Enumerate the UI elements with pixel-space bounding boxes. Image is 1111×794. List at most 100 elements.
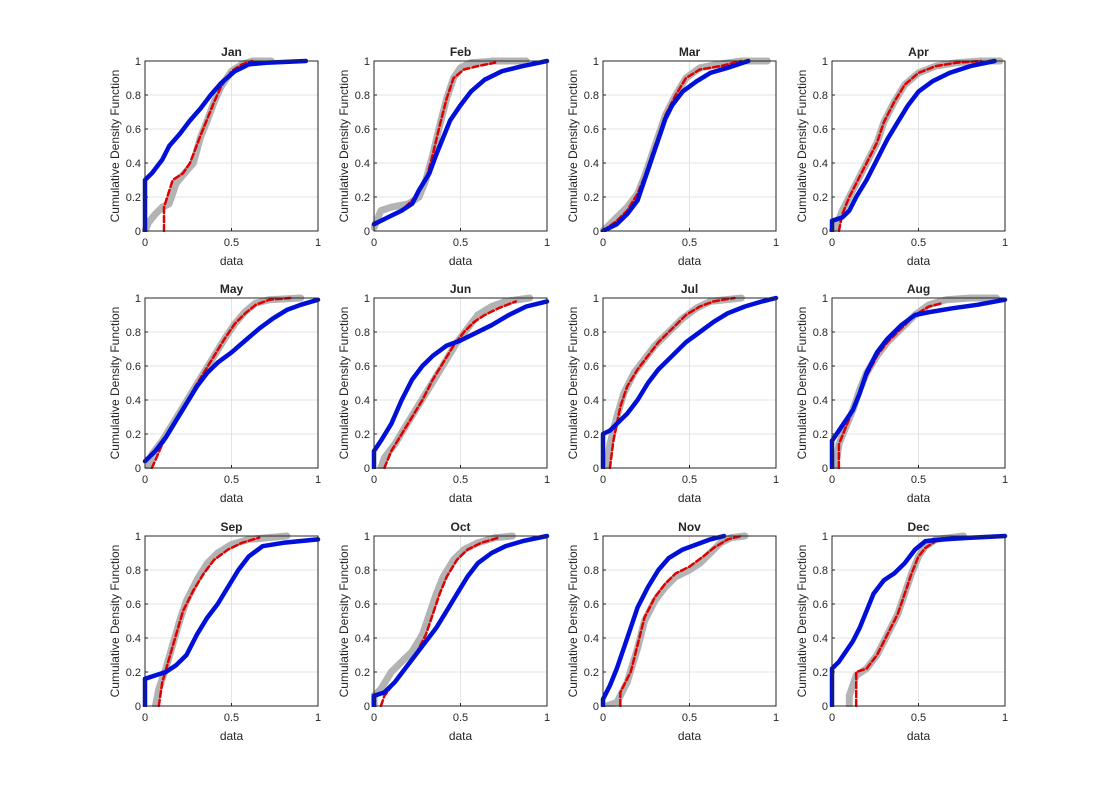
series-line-red-dashed — [854, 536, 955, 707]
y-tick-label: 1 — [822, 531, 828, 543]
y-axis-label: Cumulative Density Function — [108, 70, 122, 223]
y-tick-label: 0.2 — [355, 429, 370, 441]
x-axis-label: data — [220, 254, 244, 268]
y-tick-label: 0.8 — [126, 327, 141, 339]
x-tick-label: 0 — [142, 474, 148, 486]
y-tick-label: 0.8 — [813, 327, 828, 339]
y-tick-label: 1 — [364, 56, 370, 68]
series-group — [600, 57, 771, 232]
y-axis-label: Cumulative Density Function — [566, 307, 580, 460]
y-tick-label: 0.8 — [584, 327, 599, 339]
subplot-dec: 0 0.2 0.4 0.6 0.8 1 0 0.5 1 Dec data Cumulative Den… — [795, 520, 1008, 743]
y-tick-label: 1 — [822, 293, 828, 305]
y-tick-label: 0.4 — [813, 395, 828, 407]
y-axis-label: Cumulative Density Function — [795, 70, 809, 223]
series-line-blue — [829, 297, 1008, 469]
x-tick-label: 1 — [773, 237, 779, 249]
x-axis-label: data — [907, 254, 931, 268]
y-tick-label: 0.6 — [126, 599, 141, 611]
y-tick-label: 0.2 — [355, 192, 370, 204]
y-tick-label: 0.4 — [355, 633, 370, 645]
y-tick-label: 0.6 — [584, 124, 599, 136]
x-tick-label: 0.5 — [911, 237, 926, 249]
subplot-apr: 0 0.2 0.4 0.6 0.8 1 0 0.5 1 Apr data Cumulative Den… — [795, 45, 1008, 268]
series-group — [142, 294, 321, 469]
y-tick-label: 0 — [593, 226, 599, 238]
subplot-title: Apr — [908, 45, 929, 59]
y-axis-label: Cumulative Density Function — [108, 545, 122, 698]
series-group — [600, 532, 749, 707]
x-tick-label: 0 — [600, 474, 606, 486]
series-line-red-dashed — [383, 300, 518, 469]
y-tick-label: 1 — [593, 293, 599, 305]
y-tick-label: 0.8 — [584, 565, 599, 577]
series-line-red-dashed — [608, 296, 736, 469]
subplot-may: 0 0.2 0.4 0.6 0.8 1 0 0.5 1 May data Cumulative Den… — [108, 282, 321, 505]
y-tick-label: 0.2 — [355, 667, 370, 679]
subplot-mar: 0 0.2 0.4 0.6 0.8 1 0 0.5 1 Mar data Cumulative Den… — [566, 45, 779, 268]
x-axis-label: data — [678, 254, 702, 268]
x-tick-label: 0 — [371, 712, 377, 724]
x-axis-label: data — [449, 491, 473, 505]
y-tick-label: 0 — [593, 463, 599, 475]
y-tick-label: 0.6 — [813, 124, 828, 136]
subplot-aug: 0 0.2 0.4 0.6 0.8 1 0 0.5 1 Aug data Cumulative Den… — [795, 282, 1008, 505]
x-tick-label: 0.5 — [453, 237, 468, 249]
subplot-title: Jun — [450, 282, 471, 296]
y-tick-label: 0.8 — [813, 565, 828, 577]
y-tick-label: 0.6 — [355, 361, 370, 373]
y-tick-label: 0.8 — [126, 90, 141, 102]
x-tick-label: 0 — [600, 712, 606, 724]
subplot-title: Jul — [681, 282, 698, 296]
x-tick-label: 0 — [829, 712, 835, 724]
y-tick-label: 0.2 — [813, 429, 828, 441]
series-line-blue — [142, 297, 321, 464]
y-tick-label: 0.6 — [355, 124, 370, 136]
x-tick-label: 0.5 — [224, 237, 239, 249]
series-line-blue — [600, 295, 779, 469]
series-line-blue — [829, 533, 1008, 707]
y-tick-label: 0.6 — [813, 599, 828, 611]
y-tick-label: 0 — [135, 226, 141, 238]
y-tick-label: 0 — [822, 226, 828, 238]
y-tick-label: 0 — [593, 701, 599, 713]
y-tick-label: 0.4 — [584, 158, 599, 170]
y-tick-label: 0.6 — [813, 361, 828, 373]
subplot-jul: 0 0.2 0.4 0.6 0.8 1 0 0.5 1 Jul data Cumulative Den… — [566, 282, 779, 505]
y-tick-label: 0.4 — [813, 158, 828, 170]
y-tick-label: 1 — [593, 56, 599, 68]
series-line-blue — [142, 537, 321, 707]
series-line-red-dashed — [157, 536, 261, 707]
subplot-feb: 0 0.2 0.4 0.6 0.8 1 0 0.5 1 Feb data Cumulative Den… — [337, 45, 550, 268]
subplot-title: Jan — [221, 45, 242, 59]
subplot-title: Oct — [450, 520, 470, 534]
x-tick-label: 0 — [371, 474, 377, 486]
y-axis-label: Cumulative Density Function — [337, 545, 351, 698]
x-tick-label: 0 — [829, 237, 835, 249]
x-axis-label: data — [907, 729, 931, 743]
y-tick-label: 0 — [822, 701, 828, 713]
subplot-title: Sep — [220, 520, 242, 534]
series-group — [829, 532, 1008, 707]
y-tick-label: 0.4 — [355, 158, 370, 170]
x-axis-label: data — [449, 729, 473, 743]
y-axis-label: Cumulative Density Function — [795, 307, 809, 460]
series-line-blue — [600, 58, 751, 232]
x-axis-label: data — [907, 491, 931, 505]
y-tick-label: 0.8 — [126, 565, 141, 577]
y-axis-label: Cumulative Density Function — [337, 307, 351, 460]
subplot-title: May — [220, 282, 244, 296]
x-tick-label: 1 — [315, 474, 321, 486]
x-tick-label: 1 — [773, 474, 779, 486]
y-tick-label: 1 — [135, 293, 141, 305]
x-tick-label: 0 — [371, 237, 377, 249]
y-tick-label: 0.2 — [584, 192, 599, 204]
y-tick-label: 1 — [364, 293, 370, 305]
y-tick-label: 0.8 — [355, 90, 370, 102]
subplot-title: Feb — [450, 45, 471, 59]
subplot-jan: 0 0.2 0.4 0.6 0.8 1 0 0.5 1 Jan data Cumulative Den… — [108, 45, 321, 268]
y-tick-label: 0.4 — [584, 633, 599, 645]
y-tick-label: 0.6 — [584, 361, 599, 373]
subplot-title: Aug — [907, 282, 930, 296]
x-tick-label: 0.5 — [682, 474, 697, 486]
